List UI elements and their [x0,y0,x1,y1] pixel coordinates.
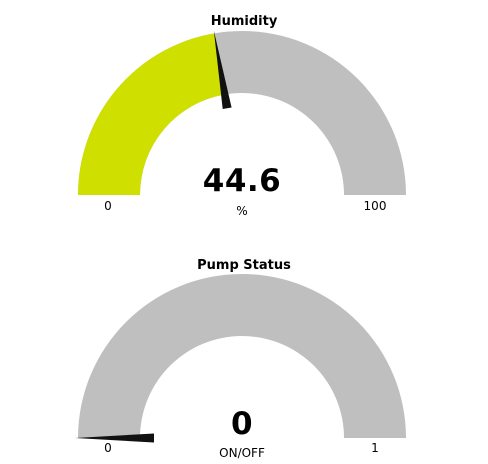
humidity-gauge-min-label: 0 [104,199,112,213]
pump-status-gauge-min-label: 0 [104,441,112,455]
humidity-gauge-unit: % [236,204,248,218]
humidity-gauge: Humidity 44.6 % 0 100 [78,14,406,218]
humidity-gauge-title: Humidity [210,14,278,29]
humidity-gauge-max-label: 100 [363,199,387,213]
humidity-gauge-needle [213,30,232,110]
pump-status-gauge-needle [75,433,154,443]
pump-status-gauge-dial [75,274,406,443]
pump-status-gauge-value: 0 [230,406,254,442]
humidity-gauge-dial [78,30,406,196]
pump-status-gauge-max-label: 1 [371,441,379,455]
humidity-gauge-fill [78,33,225,196]
humidity-gauge-value: 44.6 [202,163,282,199]
pump-status-gauge: Pump Status 0 ON/OFF 0 1 [0,244,488,464]
pump-status-gauge-title: Pump Status [197,258,291,273]
pump-status-gauge-track [78,274,406,438]
pump-status-gauge-unit: ON/OFF [219,446,265,460]
